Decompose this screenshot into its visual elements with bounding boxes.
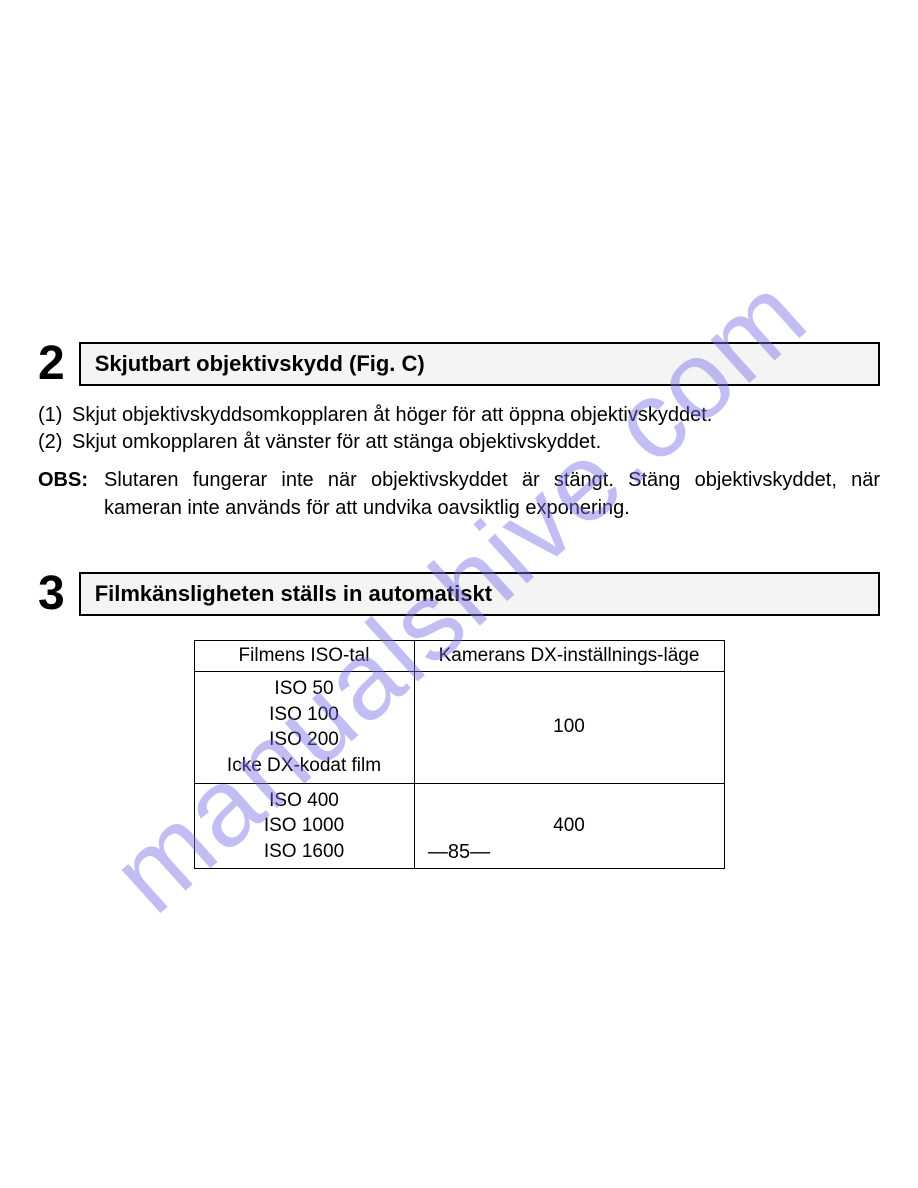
table-header-row: Filmens ISO-tal Kamerans DX-inställnings… <box>194 641 724 672</box>
section-2-item-2: (2) Skjut omkopplaren åt vänster för att… <box>38 429 880 456</box>
iso-line: ISO 1000 <box>209 813 400 839</box>
list-marker-2: (2) <box>38 429 72 456</box>
section-2-item-1: (1) Skjut objektivskyddsomkopplaren åt h… <box>38 402 880 429</box>
obs-text: Slutaren fungerar inte när objektivskydd… <box>104 466 880 522</box>
obs-label: OBS: <box>38 466 94 522</box>
section-2: 2 Skjutbart objektivskydd (Fig. C) (1) S… <box>38 340 880 522</box>
section-3-title-box: Filmkänsligheten ställs in automatiskt <box>79 572 880 616</box>
section-3-title: Filmkänsligheten ställs in automatiskt <box>95 581 864 607</box>
list-marker-1: (1) <box>38 402 72 429</box>
section-2-title: Skjutbart objektivskydd (Fig. C) <box>95 351 864 377</box>
table-row: ISO 50 ISO 100 ISO 200 Icke DX-kodat fil… <box>194 672 724 784</box>
iso-line: ISO 200 <box>209 727 400 753</box>
iso-line: ISO 50 <box>209 676 400 702</box>
iso-line: ISO 400 <box>209 788 400 814</box>
section-2-number: 2 <box>38 340 65 388</box>
iso-line: ISO 100 <box>209 702 400 728</box>
section-2-header: 2 Skjutbart objektivskydd (Fig. C) <box>38 340 880 388</box>
section-3-header: 3 Filmkänsligheten ställs in automatiskt <box>38 570 880 618</box>
section-3: 3 Filmkänsligheten ställs in automatiskt… <box>38 570 880 869</box>
page-number: —85— <box>0 841 918 864</box>
section-2-title-box: Skjutbart objektivskydd (Fig. C) <box>79 342 880 386</box>
table-header-dx: Kamerans DX-inställnings-läge <box>414 641 724 672</box>
obs-block: OBS: Slutaren fungerar inte när objektiv… <box>38 466 880 522</box>
iso-table: Filmens ISO-tal Kamerans DX-inställnings… <box>194 640 725 869</box>
list-text-1: Skjut objektivskyddsomkopplaren åt höger… <box>72 402 712 429</box>
table-header-iso: Filmens ISO-tal <box>194 641 414 672</box>
iso-table-wrap: Filmens ISO-tal Kamerans DX-inställnings… <box>38 640 880 869</box>
table-cell-dx-group1: 100 <box>414 672 724 784</box>
list-text-2: Skjut omkopplaren åt vänster för att stä… <box>72 429 601 456</box>
table-cell-iso-group1: ISO 50 ISO 100 ISO 200 Icke DX-kodat fil… <box>194 672 414 784</box>
section-3-number: 3 <box>38 570 65 618</box>
iso-line: Icke DX-kodat film <box>209 753 400 779</box>
